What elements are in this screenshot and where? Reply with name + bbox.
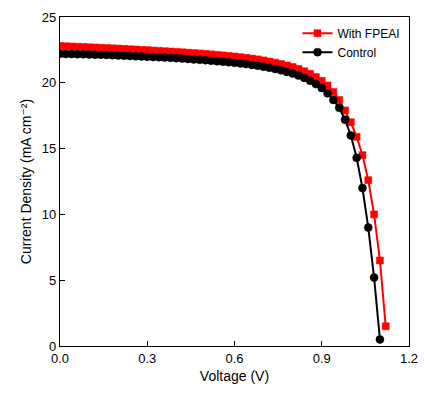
svg-text:0.0: 0.0: [51, 351, 69, 366]
svg-text:0: 0: [49, 339, 56, 354]
svg-text:With FPEAI: With FPEAI: [338, 27, 400, 41]
svg-text:10: 10: [42, 207, 56, 222]
svg-text:0.9: 0.9: [313, 351, 331, 366]
svg-text:0.3: 0.3: [138, 351, 156, 366]
svg-text:15: 15: [42, 141, 56, 156]
svg-text:20: 20: [42, 75, 56, 90]
svg-text:Current Density (mA cm⁻²): Current Density (mA cm⁻²): [18, 99, 34, 264]
svg-text:0.6: 0.6: [225, 351, 243, 366]
svg-text:1.2: 1.2: [400, 351, 418, 366]
svg-text:Voltage (V): Voltage (V): [200, 368, 269, 384]
svg-text:25: 25: [42, 10, 56, 25]
svg-text:5: 5: [49, 273, 56, 288]
svg-text:Control: Control: [338, 46, 377, 60]
